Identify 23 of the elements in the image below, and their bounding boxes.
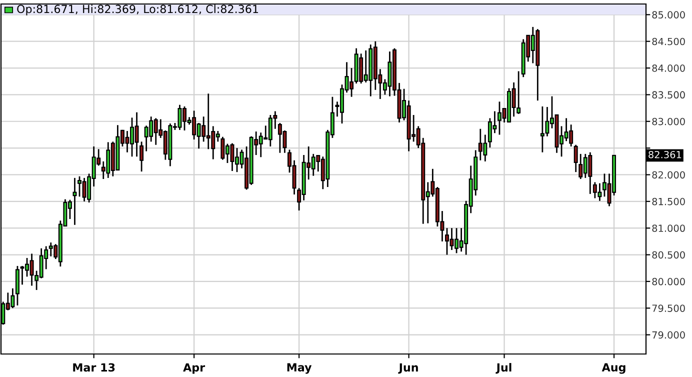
annotation: Op:81.671, Hi:82.369, Lo:81.612, Cl:82.361 (17, 4, 258, 16)
x-tick-label: Mar 13 (73, 363, 115, 372)
y-tick-label: 79.500 (652, 304, 685, 312)
y-tick-label: 85.000 (652, 11, 685, 19)
candlestick (72, 177, 77, 226)
x-tick-label: Jul (496, 363, 512, 374)
candlestick (140, 140, 144, 172)
y-tick-label: 84.000 (652, 64, 685, 72)
x-tick-label: Jun (398, 363, 418, 374)
x-tick-label: May (287, 363, 312, 374)
y-tick-label: 79.000 (652, 331, 685, 339)
y-tick-label: 84.500 (652, 38, 685, 46)
y-tick-label: 81.500 (652, 198, 685, 206)
y-tick-label: 81.000 (652, 224, 685, 232)
y-tick-label: 82.000 (652, 171, 685, 179)
x-tick-label: Apr (183, 363, 206, 374)
x-tick-label: Aug (602, 363, 626, 374)
text: 82.361 (648, 150, 682, 158)
y-tick-label: 80.000 (652, 278, 685, 286)
y-tick-label: 83.500 (652, 91, 685, 99)
candlestick (574, 144, 578, 173)
y-tick-label: 80.500 (652, 251, 685, 259)
y-tick-label: 83.000 (652, 118, 685, 126)
